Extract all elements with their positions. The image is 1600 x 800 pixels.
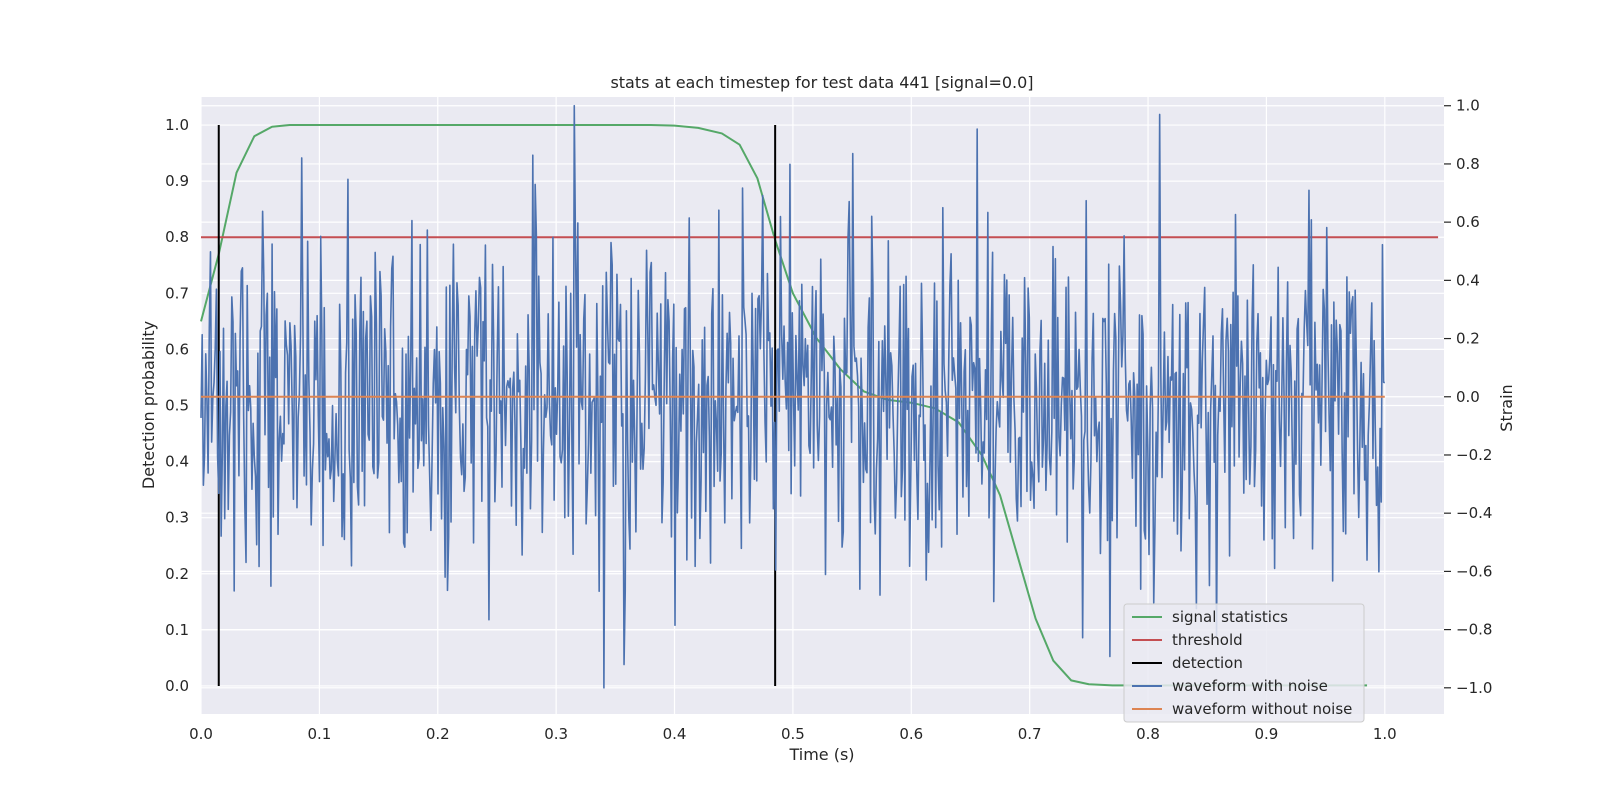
x-tick-label: 0.3 bbox=[544, 725, 568, 743]
ticks: 0.0 0.1 0.2 0.3 0.4 0.5 0.6 0.7 0.8 0.9 1.0 0.0 0.1 0… bbox=[165, 97, 1492, 743]
x-axis-title: Time (s) bbox=[788, 745, 854, 764]
series-waveform-with-noise bbox=[200, 104, 1386, 689]
y-tick-label: 0.8 bbox=[165, 228, 189, 246]
legend: signal statistics threshold detection wa… bbox=[1123, 603, 1365, 723]
legend-item: signal statistics bbox=[1132, 608, 1288, 626]
legend-label-signal-statistics: signal statistics bbox=[1172, 608, 1288, 626]
y-tick-label: 0.6 bbox=[165, 340, 189, 358]
x-tick-label: 0.1 bbox=[307, 725, 331, 743]
y-tick-label: 0.4 bbox=[165, 453, 189, 471]
y2-tick-label: 0.2 bbox=[1456, 330, 1480, 348]
x-tick-label: 0.7 bbox=[1018, 725, 1042, 743]
y-tick-label: 0.7 bbox=[165, 284, 189, 302]
x-tick-label: 0.4 bbox=[663, 725, 687, 743]
y-tick-label: 0.1 bbox=[165, 621, 189, 639]
x-tick-label: 0.6 bbox=[899, 725, 923, 743]
legend-item: detection bbox=[1132, 654, 1243, 672]
y2-tick-label: −1.0 bbox=[1456, 679, 1492, 697]
y2-tick-label: −0.8 bbox=[1456, 621, 1492, 639]
x-tick-label: 0.9 bbox=[1254, 725, 1278, 743]
y-tick-label: 0.5 bbox=[165, 397, 189, 415]
y-tick-label: 0.9 bbox=[165, 172, 189, 190]
y2-tick-label: 0.0 bbox=[1456, 388, 1480, 406]
y2-tick-label: 1.0 bbox=[1456, 97, 1480, 115]
y2-tick-label: −0.4 bbox=[1456, 504, 1492, 522]
y-tick-label: 0.2 bbox=[165, 565, 189, 583]
x-tick-label: 0.8 bbox=[1136, 725, 1160, 743]
y2-axis-title: Strain bbox=[1497, 384, 1516, 431]
y-tick-label: 0.0 bbox=[165, 677, 189, 695]
x-tick-label: 0.0 bbox=[189, 725, 213, 743]
x-tick-label: 0.2 bbox=[426, 725, 450, 743]
legend-item: waveform with noise bbox=[1132, 677, 1328, 695]
legend-frame bbox=[1123, 603, 1365, 723]
legend-item: waveform without noise bbox=[1132, 700, 1352, 718]
y2-tick-label: 0.6 bbox=[1456, 213, 1480, 231]
chart-title: stats at each timestep for test data 441… bbox=[610, 73, 1033, 92]
legend-label-waveform-with-noise: waveform with noise bbox=[1172, 677, 1328, 695]
legend-label-detection: detection bbox=[1172, 654, 1243, 672]
x-tick-label: 0.5 bbox=[781, 725, 805, 743]
y-tick-label: 0.3 bbox=[165, 509, 189, 527]
legend-label-waveform-without-noise: waveform without noise bbox=[1172, 700, 1352, 718]
x-tick-label: 1.0 bbox=[1373, 725, 1397, 743]
y-axis-title: Detection probability bbox=[139, 321, 158, 489]
y2-tick-label: −0.2 bbox=[1456, 446, 1492, 464]
y2-tick-label: 0.4 bbox=[1456, 271, 1480, 289]
legend-label-threshold: threshold bbox=[1172, 631, 1243, 649]
series-layer bbox=[200, 104, 1439, 689]
legend-item: threshold bbox=[1132, 631, 1243, 649]
y2-tick-label: −0.6 bbox=[1456, 562, 1492, 580]
y2-tick-label: 0.8 bbox=[1456, 155, 1480, 173]
y-tick-label: 1.0 bbox=[165, 116, 189, 134]
